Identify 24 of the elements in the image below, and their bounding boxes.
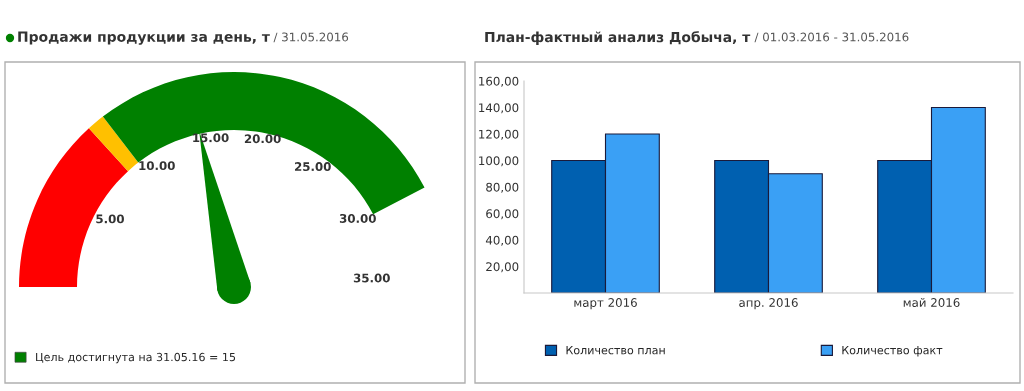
text: 30.00 — [339, 214, 376, 223]
text: 10.00 — [139, 161, 175, 171]
y-tick-label: 60,00 — [486, 209, 519, 220]
legend-label: Количество факт — [842, 346, 943, 357]
y-tick-label: 100,00 — [479, 156, 519, 167]
text: 25.00 — [294, 162, 331, 172]
chart-title: План-фактный анализ Добыча, т — [485, 31, 751, 45]
chart-subtitle: / 01.03.2016 - 31.05.2016 — [754, 32, 909, 43]
chart-subtitle: / 31.05.2016 — [273, 32, 349, 43]
legend-label: Цель достигнута на 31.05.16 = 15 — [36, 352, 236, 364]
text: 20.00 — [244, 134, 281, 144]
text: 35.00 — [353, 273, 390, 283]
text: 5.00 — [96, 214, 124, 224]
y-tick-label: 20,00 — [486, 262, 519, 273]
y-tick-label: 120,00 — [479, 129, 519, 140]
legend-label: Количество план — [566, 346, 665, 355]
y-tick-label: 80,00 — [486, 182, 519, 193]
x-tick-label: март 2016 — [574, 298, 637, 310]
y-tick-label: 160,00 — [479, 76, 519, 87]
x-tick-label: май 2016 — [903, 297, 960, 307]
chart-title: Продажи продукции за день, т — [18, 31, 270, 45]
x-tick-label: апр. 2016 — [739, 298, 798, 310]
y-tick-label: 140,00 — [479, 103, 519, 114]
y-tick-label: 40,00 — [485, 235, 519, 246]
